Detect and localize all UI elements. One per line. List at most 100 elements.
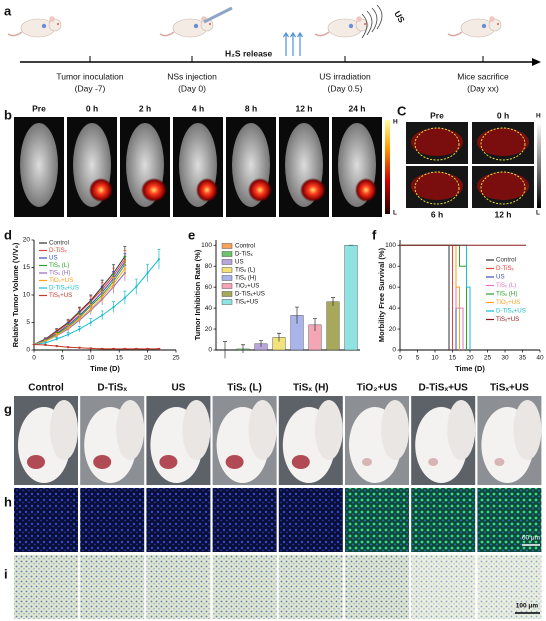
group-label: D-TiSₓ (97, 383, 127, 394)
series-line (33, 261, 126, 345)
point (66, 346, 70, 349)
error-bar (277, 332, 281, 342)
tumor-photo (159, 455, 178, 469)
label: 0 h (86, 103, 98, 113)
pa-signal (411, 128, 463, 156)
panel-label: h (4, 494, 12, 509)
pa-region (414, 171, 460, 205)
x-tick-label: 40 (536, 355, 544, 362)
y-tick-label: 60 (389, 284, 397, 291)
panel-label: C (397, 103, 407, 118)
release-arrow (296, 31, 304, 56)
x-tick-label: 25 (484, 355, 492, 362)
point (157, 347, 161, 350)
pa-region (480, 127, 526, 161)
he-image (278, 555, 343, 619)
series-line (33, 268, 126, 345)
legend-label: TiSₓ (H) (235, 275, 256, 282)
tumor-photo (362, 458, 372, 466)
point (55, 337, 58, 341)
scale-text: 100 μm (516, 603, 539, 610)
point (123, 347, 126, 350)
group-label: TiSₓ (L) (227, 383, 262, 394)
group-label: TiO₂+US (357, 383, 398, 394)
legend-label: Control (49, 240, 69, 247)
series-line (400, 244, 467, 350)
mouse-eye (209, 23, 211, 25)
mouse-photo (50, 400, 78, 460)
point (78, 317, 81, 320)
series-line (400, 244, 464, 350)
heat-spot (196, 178, 218, 202)
label: H (393, 119, 398, 126)
series-line (400, 244, 450, 350)
us-wave (366, 10, 373, 36)
fluor-image (278, 488, 343, 552)
legend-swatch (221, 251, 233, 257)
bar (344, 245, 358, 351)
mouse-photo (513, 400, 542, 460)
point (44, 341, 47, 344)
label: 2 h (139, 103, 151, 113)
pa-signal (411, 172, 463, 200)
point (123, 267, 126, 270)
legend-swatch (221, 299, 233, 305)
tumor-photo (494, 458, 505, 466)
y-tick-label: 40 (389, 305, 397, 312)
point (157, 258, 161, 261)
tumor-dot (41, 23, 47, 29)
legend-swatch (221, 243, 233, 249)
mouse-tail (447, 31, 463, 37)
x-axis-label: Time (D) (90, 364, 120, 373)
fluor-image (212, 488, 277, 552)
pa-region (480, 171, 526, 205)
mouse-eye (57, 23, 59, 25)
y-tick-label: 0 (208, 347, 212, 354)
panel-label: i (4, 566, 8, 581)
legend-label: D-TiSₓ (496, 265, 515, 272)
y-axis-label: Tumor Inhibition Rate (%) (193, 249, 202, 340)
panel-label: b (4, 107, 12, 122)
legend-swatch (221, 283, 233, 289)
pa-signal (477, 172, 529, 200)
legend-label: D-TiSₓ (49, 247, 68, 254)
error-bar (331, 297, 335, 306)
label: Mice sacrifice (457, 71, 509, 81)
release-arrow (282, 31, 290, 56)
label: (Day -7) (75, 83, 106, 93)
y-tick-label: 0 (26, 347, 30, 354)
y-tick-label: 20 (23, 237, 31, 244)
label: H (536, 113, 541, 120)
panel-label: f (372, 227, 377, 242)
point (112, 347, 115, 350)
label: US (392, 9, 407, 25)
point (55, 334, 58, 337)
label: 4 h (192, 103, 204, 113)
label: Pre (430, 110, 444, 120)
legend-swatch (221, 259, 233, 265)
error-bar (241, 344, 245, 354)
fluor-image (146, 488, 211, 552)
y-tick-label: 15 (23, 264, 31, 271)
mouse-head (488, 18, 502, 32)
he-image (477, 555, 542, 619)
mouse-ear (356, 16, 362, 22)
point (101, 347, 104, 350)
us-wave (361, 13, 368, 39)
series-line (33, 344, 159, 350)
legend-label: D-TiSₓ+US (496, 308, 526, 315)
y-tick-label: 100 (385, 242, 396, 249)
point (44, 343, 47, 347)
mouse-eye (497, 23, 499, 25)
mouse-photo (314, 400, 343, 460)
series-line (400, 244, 457, 350)
point (146, 347, 149, 350)
scale-text: 60 μm (522, 535, 540, 542)
point (112, 306, 115, 309)
tumor-dot (193, 23, 199, 29)
y-tick-label: 60 (205, 284, 213, 291)
point (89, 347, 92, 350)
legend-swatch (221, 275, 233, 281)
x-tick-label: 20 (466, 355, 474, 362)
